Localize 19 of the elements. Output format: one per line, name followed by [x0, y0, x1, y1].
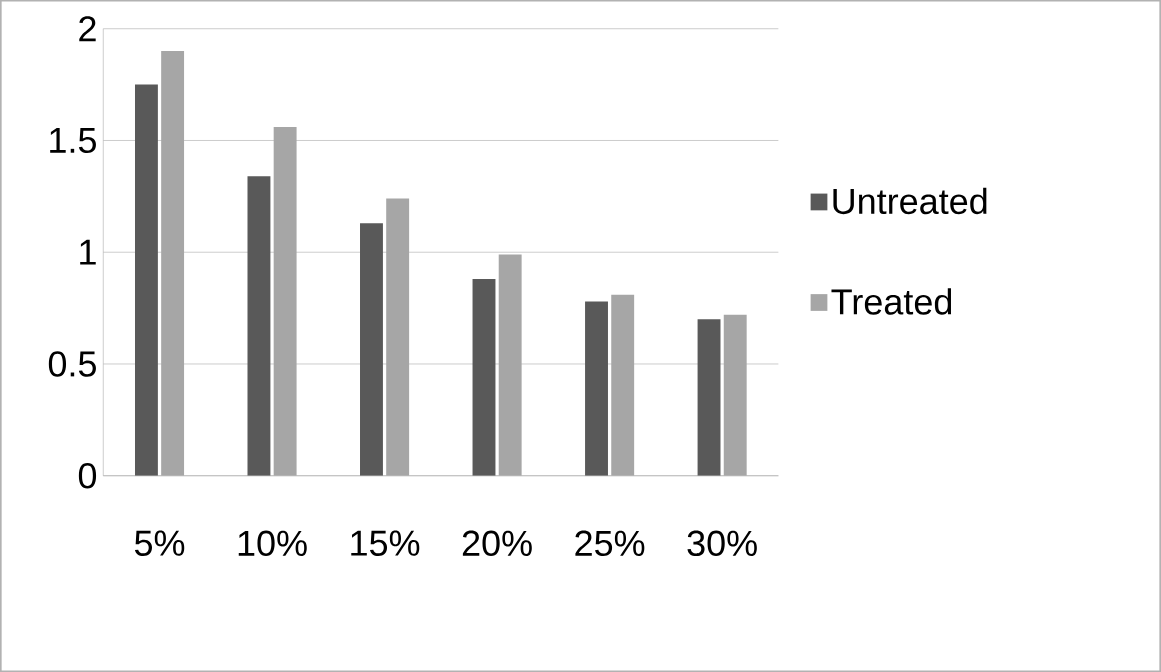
- y-tick-label: 1: [80, 239, 96, 265]
- bar: [697, 319, 721, 476]
- legend-label: Untreated: [833, 187, 987, 215]
- x-tick-label: 25%: [575, 530, 645, 557]
- bar: [247, 176, 271, 476]
- x-tick-label: 10%: [238, 530, 307, 557]
- y-tick-label: 2: [79, 16, 96, 42]
- x-tick-label: 30%: [687, 530, 757, 557]
- x-tick-label: 20%: [462, 530, 532, 557]
- bar: [472, 279, 496, 476]
- bar: [585, 301, 608, 476]
- y-tick-label: 1.5: [50, 127, 96, 154]
- bar: [360, 223, 383, 476]
- x-tick-label: 15%: [351, 530, 420, 556]
- bar: [134, 84, 158, 476]
- x-tick-label: 5%: [134, 530, 185, 556]
- y-tick-label: 0.5: [48, 351, 96, 377]
- y-tick-label: 0: [78, 462, 97, 489]
- legend-label: Treated: [831, 288, 952, 315]
